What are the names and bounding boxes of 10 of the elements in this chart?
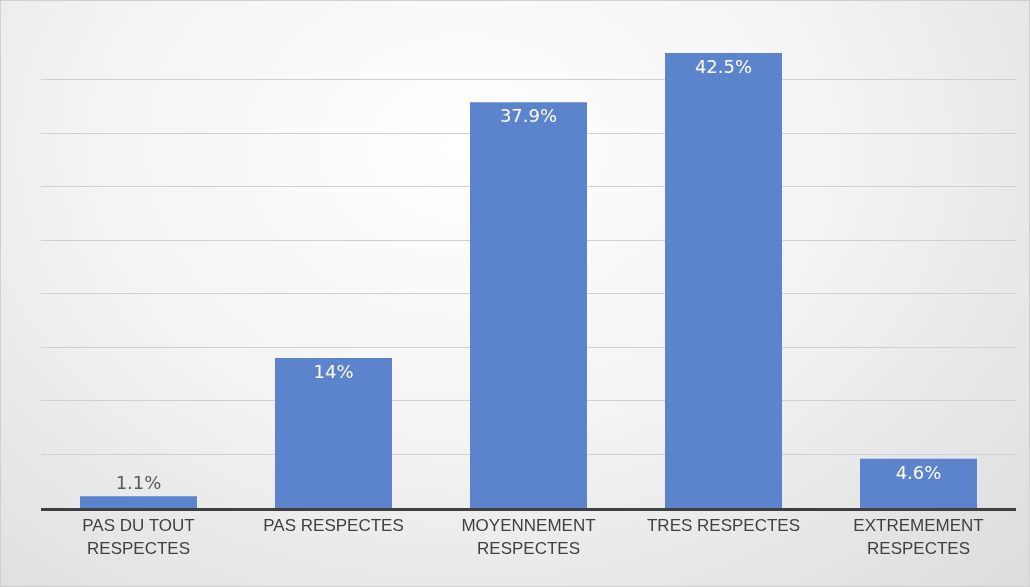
x-tick-label: PAS DU TOUT RESPECTES xyxy=(82,516,195,558)
x-tick-label: TRES RESPECTES xyxy=(646,516,801,536)
x-tick-label: EXTREMEMENT RESPECTES xyxy=(853,516,984,558)
data-label: 37.9% xyxy=(499,105,558,127)
data-label: 4.6% xyxy=(895,461,942,483)
data-label: 42.5% xyxy=(694,55,753,77)
x-tick-label: PAS RESPECTES xyxy=(263,516,404,536)
data-label: 1.1% xyxy=(115,472,162,494)
data-label: 14% xyxy=(313,361,354,383)
x-tick-label: MOYENNEMENT RESPECTES xyxy=(461,516,596,558)
